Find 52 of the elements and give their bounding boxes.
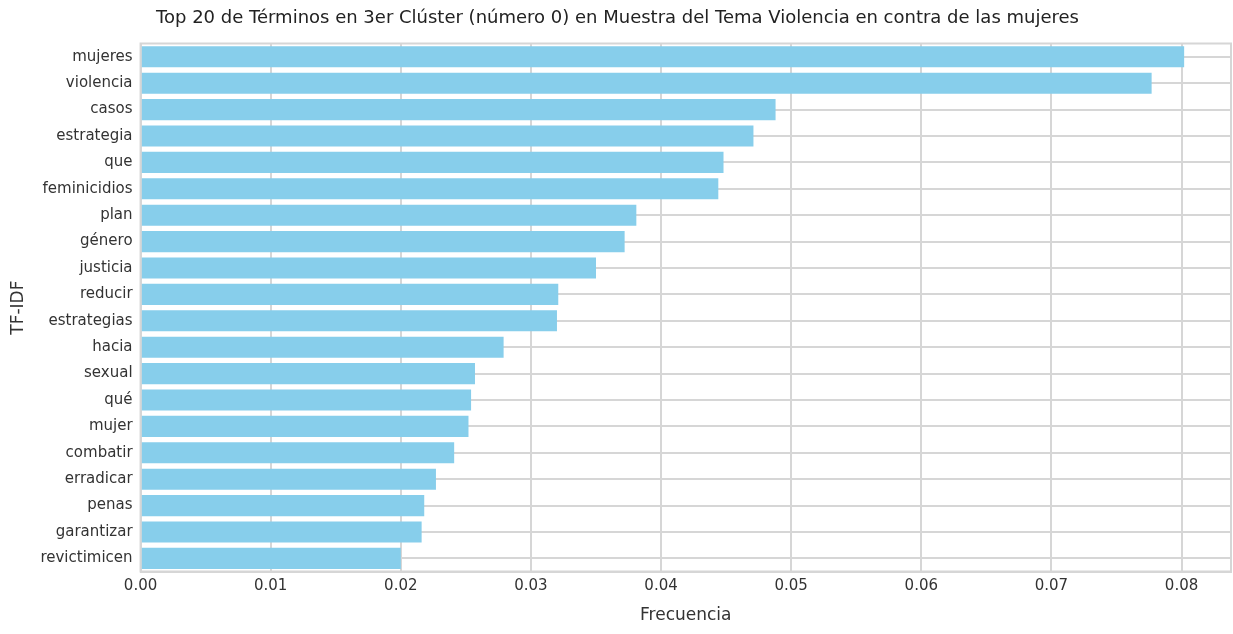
x-tick-label: 0.06 xyxy=(904,576,939,595)
bar xyxy=(141,415,469,437)
y-tick-label: garantizar xyxy=(55,521,134,540)
y-tick-label: género xyxy=(80,231,133,250)
bar xyxy=(141,468,436,490)
bar xyxy=(141,204,637,226)
bar xyxy=(141,257,596,279)
bar xyxy=(141,336,504,358)
bar xyxy=(141,178,719,200)
bar xyxy=(141,151,724,173)
x-tick-label: 0.07 xyxy=(1034,576,1069,595)
y-tick-label: justicia xyxy=(78,257,133,276)
x-tick-label: 0.05 xyxy=(774,576,808,595)
bar xyxy=(141,125,754,147)
bar xyxy=(141,547,401,569)
bar xyxy=(141,310,557,332)
x-tick-label: 0.02 xyxy=(384,576,418,595)
y-tick-label: mujeres xyxy=(72,46,133,65)
y-tick-label: estrategia xyxy=(56,125,133,144)
x-tick-label: 0.08 xyxy=(1164,576,1199,595)
bar xyxy=(141,521,422,543)
y-tick-label: mujer xyxy=(88,416,134,435)
bar xyxy=(141,442,455,464)
x-tick-label: 0.03 xyxy=(514,576,548,595)
bar xyxy=(141,46,1185,68)
y-tick-label: feminicidios xyxy=(42,178,133,197)
bar xyxy=(141,495,425,517)
bar xyxy=(141,283,559,305)
y-tick-label: hacia xyxy=(92,337,133,356)
x-tick-label: 0.00 xyxy=(123,576,158,595)
y-tick-label: que xyxy=(104,152,133,171)
y-axis-title: TF-IDF xyxy=(6,280,27,336)
x-axis-title: Frecuencia xyxy=(640,604,732,625)
x-tick-label: 0.01 xyxy=(253,576,288,595)
y-tick-label: casos xyxy=(90,99,133,118)
bar xyxy=(141,231,625,253)
y-tick-label: erradicar xyxy=(64,469,134,488)
bar xyxy=(141,363,475,385)
x-tick-label: 0.04 xyxy=(644,576,678,595)
y-tick-label: plan xyxy=(100,205,133,224)
y-tick-label: reducir xyxy=(79,284,134,303)
y-tick-label: violencia xyxy=(65,73,133,92)
y-tick-label: revictimicen xyxy=(40,548,133,567)
chart-title: Top 20 de Términos en 3er Clúster (número 0) en Muestra del Tema Violencia en contra de las mujeres xyxy=(155,6,1079,28)
bar xyxy=(141,72,1152,94)
y-tick-label: penas xyxy=(87,495,133,514)
bar xyxy=(141,99,776,121)
y-tick-label: qué xyxy=(104,389,133,408)
y-tick-label: combatir xyxy=(65,442,134,461)
bar xyxy=(141,389,472,411)
y-tick-label: estrategias xyxy=(48,310,133,329)
y-tick-label: sexual xyxy=(84,363,133,382)
